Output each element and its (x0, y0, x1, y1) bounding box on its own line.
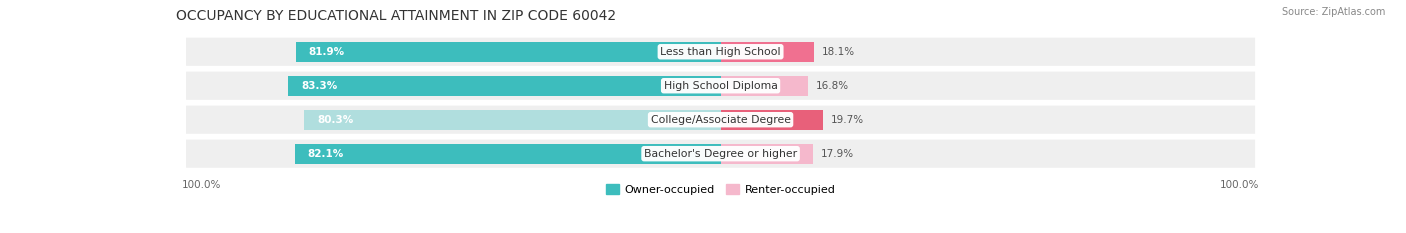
Text: 18.1%: 18.1% (823, 47, 855, 57)
Text: Less than High School: Less than High School (661, 47, 780, 57)
Bar (721, 76, 808, 96)
FancyBboxPatch shape (186, 38, 1256, 66)
Text: Bachelor's Degree or higher: Bachelor's Degree or higher (644, 149, 797, 159)
Bar (721, 144, 814, 164)
Text: College/Associate Degree: College/Associate Degree (651, 115, 790, 125)
Bar (721, 42, 814, 62)
Text: 82.1%: 82.1% (308, 149, 344, 159)
FancyBboxPatch shape (186, 72, 1256, 100)
Bar (721, 110, 823, 130)
Bar (304, 110, 721, 130)
Text: Source: ZipAtlas.com: Source: ZipAtlas.com (1281, 7, 1385, 17)
Bar (295, 144, 721, 164)
Text: High School Diploma: High School Diploma (664, 81, 778, 91)
FancyBboxPatch shape (186, 140, 1256, 168)
Text: 17.9%: 17.9% (821, 149, 855, 159)
FancyBboxPatch shape (186, 106, 1256, 134)
Bar (288, 76, 721, 96)
Bar (295, 42, 721, 62)
Text: 80.3%: 80.3% (316, 115, 353, 125)
Legend: Owner-occupied, Renter-occupied: Owner-occupied, Renter-occupied (602, 180, 839, 199)
Text: 19.7%: 19.7% (831, 115, 863, 125)
Text: 83.3%: 83.3% (301, 81, 337, 91)
Text: 16.8%: 16.8% (815, 81, 849, 91)
Text: 81.9%: 81.9% (308, 47, 344, 57)
Text: OCCUPANCY BY EDUCATIONAL ATTAINMENT IN ZIP CODE 60042: OCCUPANCY BY EDUCATIONAL ATTAINMENT IN Z… (176, 9, 616, 23)
